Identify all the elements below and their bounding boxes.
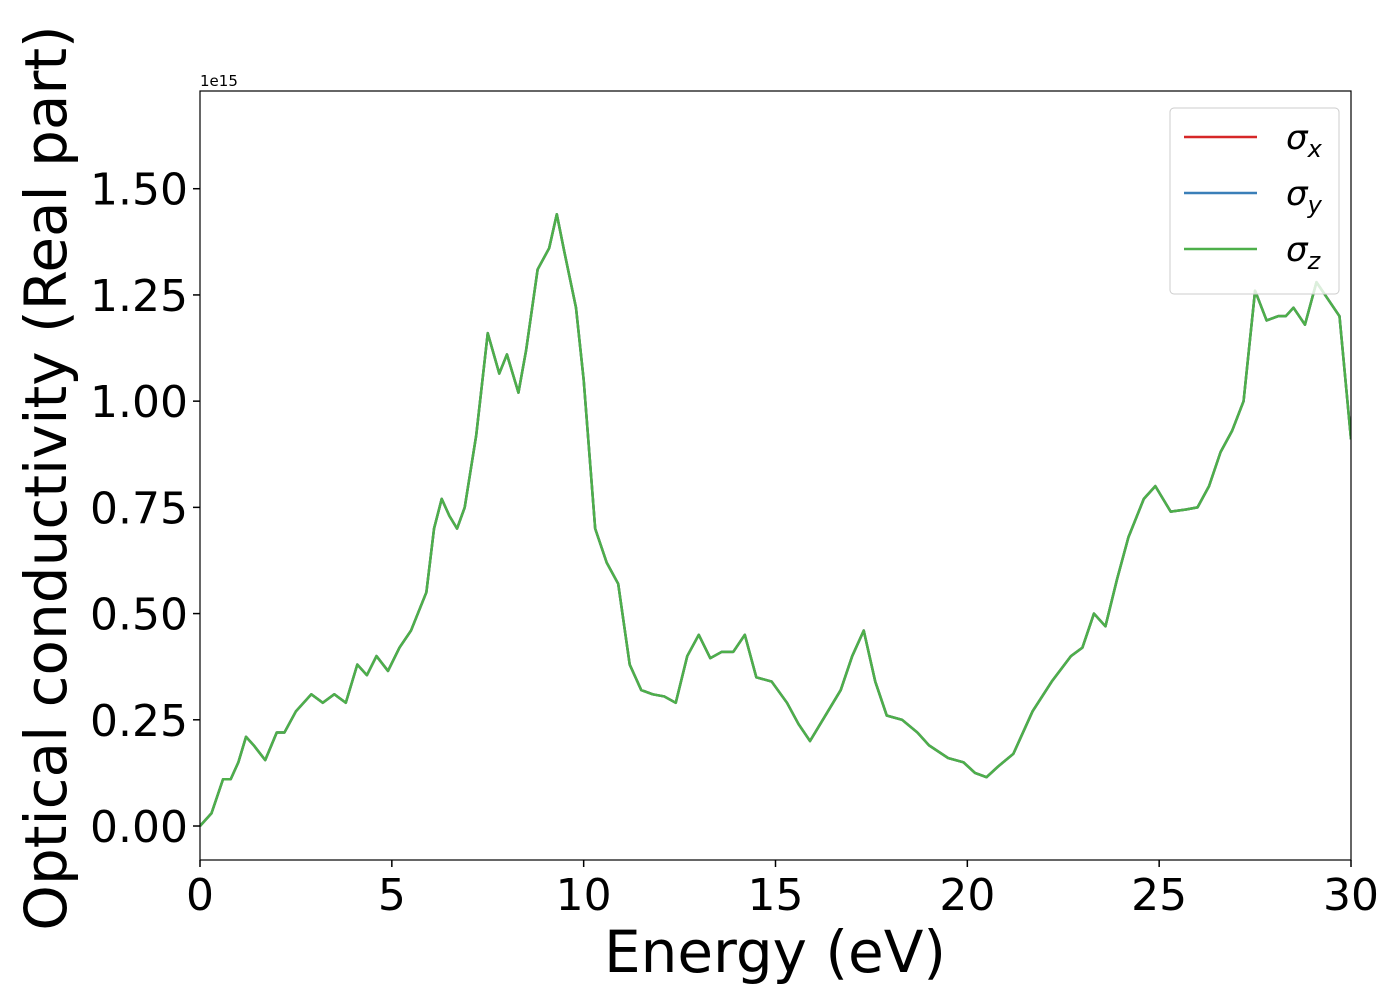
x-tick-label: 20 bbox=[939, 870, 995, 921]
x-tick-label: 5 bbox=[378, 870, 406, 921]
legend-label: σx bbox=[1286, 118, 1323, 163]
y-axis-label: Optical conductivity (Real part) bbox=[12, 25, 80, 930]
y-tick-label: 0.00 bbox=[90, 802, 188, 853]
legend-box bbox=[1169, 107, 1340, 295]
series-line bbox=[200, 212, 1351, 827]
x-tick-label: 10 bbox=[556, 870, 612, 921]
y-tick-label: 0.25 bbox=[90, 696, 188, 747]
x-tick-label: 30 bbox=[1323, 870, 1379, 921]
legend-label: σy bbox=[1286, 174, 1323, 219]
y-tick-label: 1.00 bbox=[90, 377, 188, 428]
legend-label: σz bbox=[1286, 230, 1322, 275]
y-tick-label: 1.50 bbox=[90, 165, 188, 216]
x-tick-label: 15 bbox=[748, 870, 804, 921]
x-tick-label: 0 bbox=[186, 870, 214, 921]
y-tick-label: 1.25 bbox=[90, 271, 188, 322]
plot-frame bbox=[199, 90, 1352, 861]
x-tick-label: 25 bbox=[1131, 870, 1187, 921]
offset-label: 1e15 bbox=[200, 72, 238, 90]
y-tick-label: 0.50 bbox=[90, 590, 188, 641]
x-axis-label: Energy (eV) bbox=[604, 918, 946, 986]
y-tick-label: 0.75 bbox=[90, 483, 188, 534]
